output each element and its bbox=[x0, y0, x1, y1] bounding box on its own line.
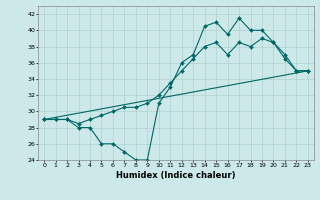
X-axis label: Humidex (Indice chaleur): Humidex (Indice chaleur) bbox=[116, 171, 236, 180]
